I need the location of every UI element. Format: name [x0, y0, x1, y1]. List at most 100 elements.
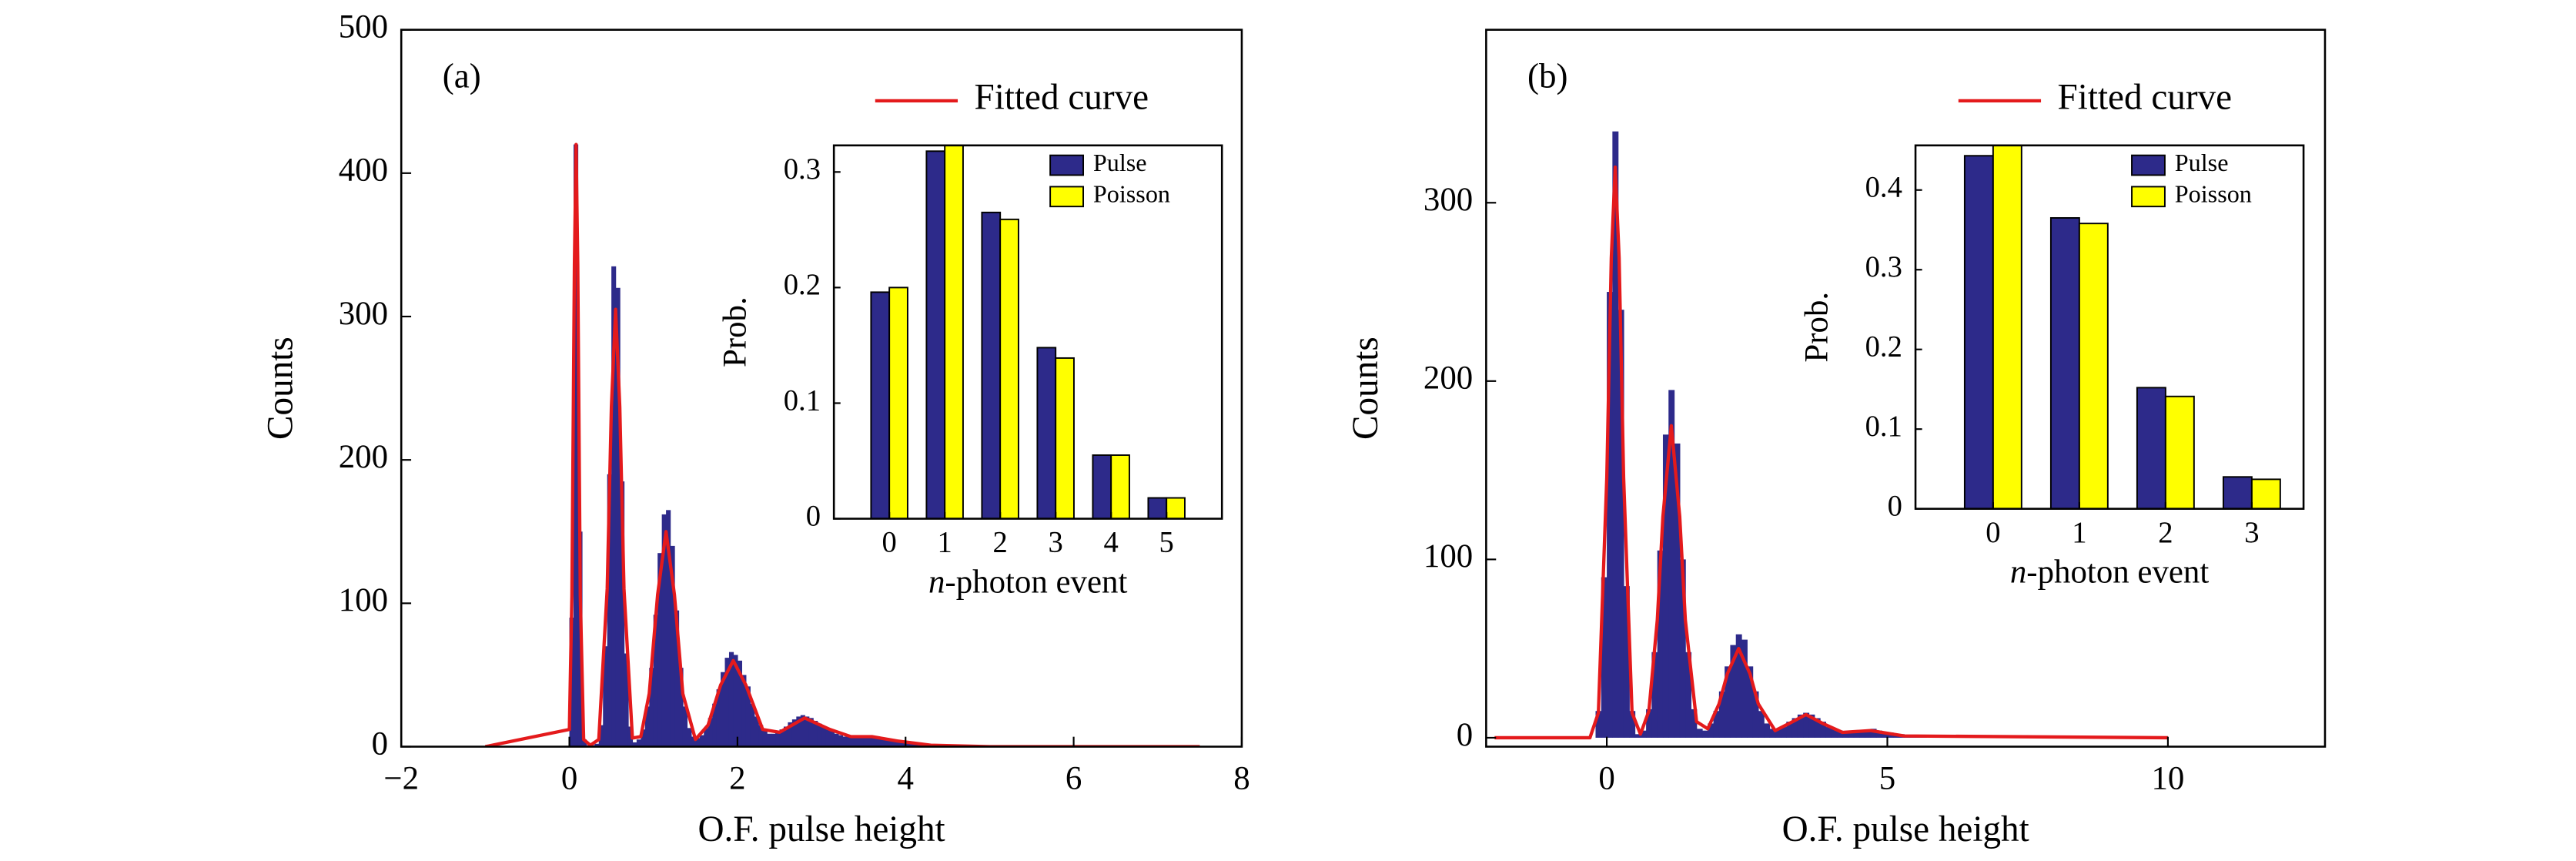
x-tick-label: 2 [729, 760, 745, 796]
histogram-bar [1797, 714, 1804, 738]
histogram-bar [775, 732, 781, 747]
x-tick-label: 5 [1159, 527, 1174, 559]
histogram-bar [1882, 732, 1889, 738]
histogram-bar [615, 287, 621, 747]
histogram-bar [1607, 292, 1614, 738]
histogram-bar [851, 736, 856, 747]
panel-label: (b) [1527, 56, 1568, 95]
histogram-bar [1865, 730, 1872, 738]
histogram-bar [653, 615, 658, 747]
histogram-bar [1595, 711, 1602, 738]
histogram-bar [1640, 730, 1647, 738]
x-tick-label: 1 [2072, 517, 2086, 549]
histogram-bar [758, 725, 764, 747]
histogram-bar [724, 658, 730, 747]
y-tick-label: 200 [1423, 360, 1473, 397]
histogram-bar [783, 726, 789, 747]
bar [1092, 454, 1112, 519]
legend-label: Pulse [1093, 149, 1147, 176]
histogram-bar [754, 716, 759, 747]
plot-area [484, 142, 1200, 747]
x-tick-label: 4 [898, 760, 914, 796]
histogram-bar [1629, 711, 1636, 738]
plot-frame [1914, 144, 2305, 510]
legend-swatch [2131, 186, 2166, 208]
histogram-bar [767, 733, 772, 747]
y-tick-label: 0.4 [1865, 172, 1902, 204]
y-tick-label: 0.3 [1865, 251, 1902, 283]
x-axis-label: n-photon event [928, 564, 1127, 600]
histogram-bar [834, 733, 839, 747]
histogram-bar [1701, 730, 1708, 738]
histogram-bar [1741, 639, 1748, 738]
histogram-bar [581, 739, 587, 747]
y-tick-label: 500 [339, 8, 388, 45]
y-tick-label: 0 [1888, 491, 1902, 523]
legend-label: Poisson [1093, 180, 1170, 208]
x-tick-label: 0 [1598, 760, 1614, 796]
bar [944, 145, 964, 519]
histogram-bar [1662, 434, 1669, 738]
histogram-bar [1634, 734, 1641, 738]
y-tick-label: 0.1 [1865, 410, 1902, 443]
legend-swatch [2131, 154, 2166, 176]
histogram-bar [678, 668, 684, 747]
histogram-bar [741, 675, 747, 747]
histogram-bar [1713, 711, 1720, 738]
main-chart: Fitted curve−2 0 2 4 6 80100200300400500O.F. … [261, 8, 1250, 849]
bar [2164, 395, 2195, 509]
histogram-bar [1696, 729, 1703, 738]
panel-label: (a) [443, 56, 481, 95]
x-tick-label: 6 [1066, 760, 1082, 796]
histogram-bar [1651, 652, 1658, 738]
bar [1110, 454, 1130, 519]
bar [2136, 387, 2166, 509]
histogram-bar [737, 660, 743, 747]
histogram-bar [1848, 732, 1855, 738]
histogram-bar [657, 553, 663, 747]
histogram-bar [1747, 666, 1754, 738]
histogram-bar [1674, 443, 1681, 738]
y-tick-label: 400 [339, 152, 388, 189]
histogram-bar [1853, 730, 1860, 738]
y-tick-label: 0 [806, 500, 821, 532]
histogram-bar [1870, 729, 1877, 738]
y-axis-label: Prob. [718, 296, 754, 367]
x-tick-label: 2 [993, 527, 1008, 559]
legend-label: Poisson [2175, 180, 2252, 208]
inset-chart: Pulse Poisson 0 1 2 3 4 5 0 0.1 0.2 0.3 n-photon eve… [718, 144, 1223, 600]
histogram-bar [1679, 559, 1686, 738]
y-tick-label: 0.2 [1865, 331, 1902, 363]
histogram-bar [868, 735, 873, 747]
x-axis-label: O.F. pulse height [1782, 809, 2029, 849]
bar [1036, 347, 1057, 519]
x-tick-label: 0 [1986, 517, 2000, 549]
bar [888, 286, 908, 519]
histogram-bar [649, 668, 654, 747]
y-tick-label: 100 [339, 582, 388, 618]
x-tick-label: 3 [1049, 527, 1063, 559]
histogram-bar [1775, 729, 1781, 738]
histogram-bar [788, 722, 793, 747]
histogram-bar [1808, 714, 1815, 738]
bar [1963, 155, 1994, 509]
histogram-bar [779, 729, 785, 747]
histogram-bar [1825, 727, 1832, 738]
histogram-bar [1791, 718, 1798, 738]
histogram-bar [884, 738, 890, 747]
histogram-bar [644, 706, 650, 747]
histogram-bar [1685, 652, 1692, 738]
x-tick-label: 10 [2151, 760, 2184, 796]
x-tick-label: 2 [2158, 517, 2173, 549]
histogram-bar [888, 739, 894, 747]
legend-label: Pulse [2175, 149, 2229, 176]
histogram-bar [1623, 586, 1630, 738]
histogram-bar [627, 726, 634, 747]
histogram-bar [838, 735, 844, 747]
legend-swatch [1049, 186, 1085, 208]
histogram-bar [805, 716, 810, 747]
histogram-bar [846, 736, 851, 747]
histogram-bar [695, 738, 701, 747]
histogram-bar [863, 736, 868, 747]
